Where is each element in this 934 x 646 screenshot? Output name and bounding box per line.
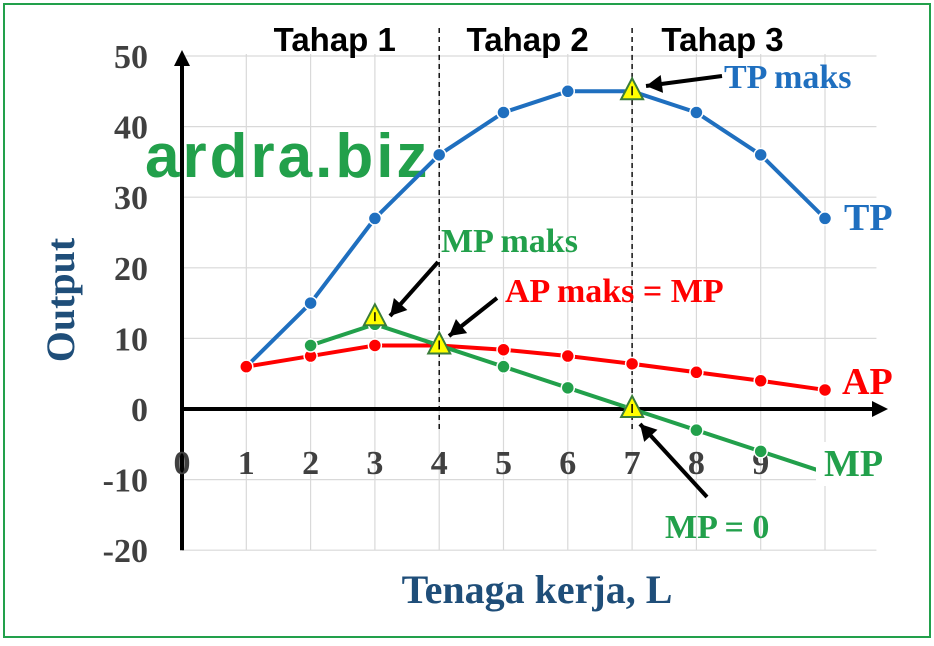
data-point-tp [303,295,318,311]
x-tick-label: 5 [495,445,512,482]
stage-labels: Tahap 1 Tahap 2 Tahap 3 [274,21,784,58]
data-point-tp [496,105,511,120]
watermark-text: ardra.biz [145,122,430,191]
y-tick-label: 40 [114,110,148,147]
annotations: TP maks MP maks AP maks = MP MP = 0 [388,59,852,546]
data-point-ap [560,348,576,364]
series-label-mp: MP [824,443,883,485]
data-point-ap [624,356,640,372]
data-point-ap [753,373,768,389]
data-point-mp [753,444,768,459]
series-line-tp [244,89,827,369]
series-label-ap: AP [842,361,893,403]
y-tick-label: 50 [114,39,148,76]
data-point-tp [367,211,383,226]
data-point-mp [689,422,704,438]
annotation-arrowhead [449,319,468,336]
stage-label: Tahap 1 [274,21,396,58]
annotation-label: MP maks [441,223,578,260]
data-point-tp [753,147,768,163]
annotation-arrow [638,422,709,499]
annotation-label: MP = 0 [665,509,769,546]
y-tick-label: 30 [114,180,148,217]
y-tick-label: -20 [103,533,148,570]
data-point-ap [367,338,383,353]
annotation-arrowhead [646,74,664,93]
x-tick-label: 7 [624,445,641,482]
data-point-ap [817,382,833,398]
stage-label: Tahap 2 [467,21,589,58]
x-axis-label: Tenaga kerja, L [402,567,673,612]
y-axis-label: Output [38,237,83,362]
x-axis-arrow [872,401,888,417]
x-tick-label: 6 [559,445,576,482]
annotation-label: TP maks [724,59,852,96]
annotation-arrowhead [390,298,408,316]
data-point-tp [689,105,704,120]
data-point-ap [239,359,254,374]
series-labels: TP AP MP [816,197,896,486]
y-tick-label: 10 [114,321,148,358]
y-tick-label: 0 [131,392,148,429]
data-point-mp [560,380,576,396]
data-point-tp [431,147,447,163]
data-point-mp [496,359,511,374]
annotation-arrowhead [640,424,658,442]
markers [362,76,645,418]
data-point-tp [560,84,576,99]
series-label-tp: TP [844,197,893,239]
x-tick-label: 4 [431,445,448,482]
series-line-ap [245,343,826,392]
y-tick-label: -10 [103,463,148,500]
axes [174,50,888,551]
x-tick-label: 8 [688,445,705,482]
data-point-tp [817,211,833,226]
data-point-ap [689,365,704,380]
y-axis-arrow [174,50,190,66]
series-label-background [816,442,896,486]
annotation-label: AP maks = MP [505,273,724,310]
data-point-mp [303,338,318,353]
x-tick-label: 0 [174,445,191,482]
y-tick-label: 20 [114,251,148,288]
x-tick-label: 2 [302,445,319,482]
data-point-ap [496,342,511,357]
x-tick-label: 1 [238,445,255,482]
x-tick-label: 3 [366,445,383,482]
stage-label: Tahap 3 [661,21,783,58]
